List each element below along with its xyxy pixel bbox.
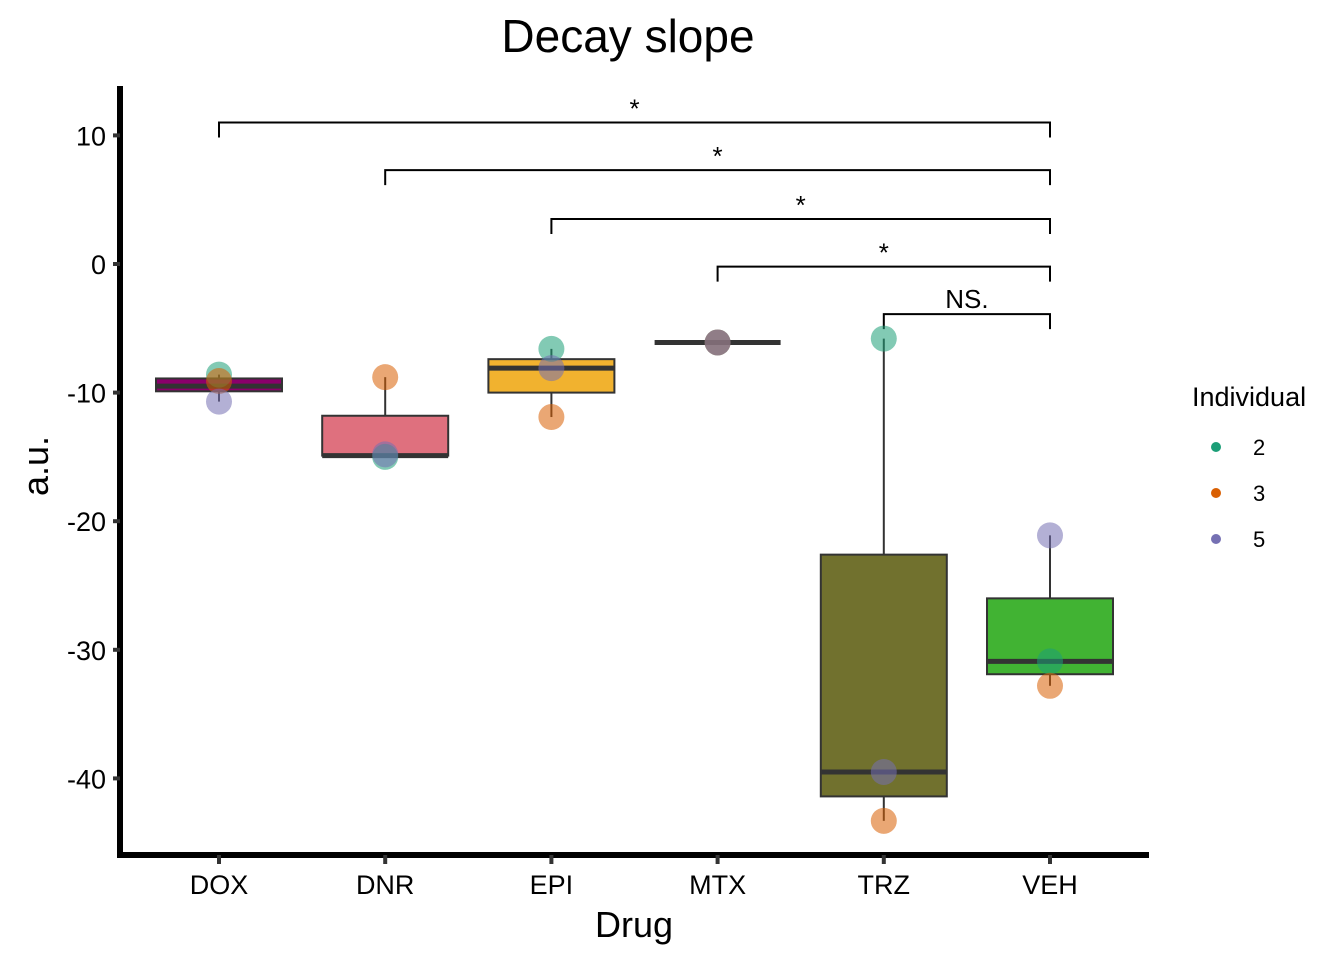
point-individual-5 (704, 329, 731, 356)
point-individual-3 (870, 807, 897, 834)
y-tick-label: -40 (67, 764, 106, 794)
point-individual-2 (538, 335, 565, 362)
point-individual-5 (206, 388, 232, 415)
legend-label: 5 (1253, 527, 1265, 552)
y-tick-label: 10 (76, 121, 106, 151)
significance-bracket (550, 217, 1051, 234)
point-individual-5 (1037, 522, 1063, 549)
y-tick-label: -20 (67, 507, 106, 537)
y-axis-ticks: 10 0 -10 -20 -30 -40 (67, 121, 120, 794)
significance-label: * (796, 190, 806, 220)
axes (117, 86, 1149, 858)
point-individual-5 (870, 758, 897, 785)
significance-bracket (218, 121, 1051, 138)
legend-key-5 (1211, 534, 1221, 544)
x-tick-label: TRZ (858, 870, 910, 900)
x-tick-label: VEH (1022, 870, 1078, 900)
significance-brackets: * * * * NS. (218, 94, 1051, 330)
legend: Individual 2 3 5 (1192, 382, 1306, 552)
point-individual-5 (372, 441, 399, 468)
point-individual-3 (538, 404, 565, 431)
x-tick-label: DOX (190, 870, 249, 900)
legend-label: 3 (1253, 481, 1265, 506)
significance-label: * (713, 141, 723, 171)
x-tick-label: DNR (356, 870, 415, 900)
point-individual-3 (372, 364, 399, 391)
x-tick-label: MTX (689, 870, 746, 900)
chart-title: Decay slope (501, 10, 754, 62)
x-axis-title: Drug (595, 904, 673, 945)
legend-key-2 (1211, 442, 1221, 452)
point-individual-3 (206, 368, 232, 395)
significance-label: * (629, 94, 639, 124)
y-tick-label: 0 (91, 250, 106, 280)
y-tick-label: -30 (67, 636, 106, 666)
x-axis-ticks: DOX DNR EPI MTX TRZ VEH (190, 855, 1078, 900)
legend-title: Individual (1192, 382, 1306, 412)
significance-label: * (879, 238, 889, 268)
legend-key-3 (1211, 488, 1221, 498)
box-trz (819, 553, 948, 798)
point-individual-2 (1037, 648, 1063, 675)
y-tick-label: -10 (67, 379, 106, 409)
x-tick-label: EPI (530, 870, 574, 900)
point-individual-5 (538, 355, 565, 382)
point-individual-2 (870, 325, 897, 352)
significance-bracket (716, 265, 1051, 282)
point-individual-3 (1037, 672, 1063, 699)
legend-label: 2 (1253, 435, 1265, 460)
significance-label: NS. (945, 284, 988, 314)
significance-bracket (882, 313, 1051, 330)
y-axis-title: a.u. (15, 436, 56, 496)
significance-bracket (384, 169, 1051, 186)
data-points (206, 325, 1063, 834)
boxplots (155, 338, 1114, 821)
